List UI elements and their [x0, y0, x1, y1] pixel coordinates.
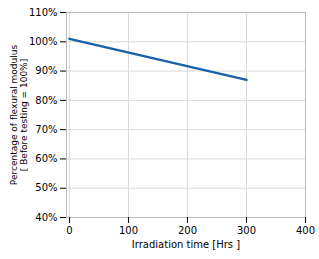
svg-text:50%: 50% [35, 182, 57, 193]
svg-text:400: 400 [296, 225, 315, 236]
svg-text:90%: 90% [35, 65, 57, 76]
svg-text:40%: 40% [35, 212, 57, 223]
svg-text:60%: 60% [35, 153, 57, 164]
svg-text:70%: 70% [35, 124, 57, 135]
svg-text:300: 300 [237, 225, 256, 236]
svg-text:200: 200 [178, 225, 197, 236]
svg-text:0: 0 [66, 225, 72, 236]
svg-text:100: 100 [119, 225, 138, 236]
svg-text:100%: 100% [29, 36, 58, 47]
svg-text:Percentage of flexural modulus: Percentage of flexural modulus[ Before t… [9, 45, 30, 186]
svg-text:110%: 110% [29, 7, 58, 18]
svg-text:80%: 80% [35, 95, 57, 106]
svg-text:Irradiation time [Hrs ]: Irradiation time [Hrs ] [132, 239, 240, 250]
